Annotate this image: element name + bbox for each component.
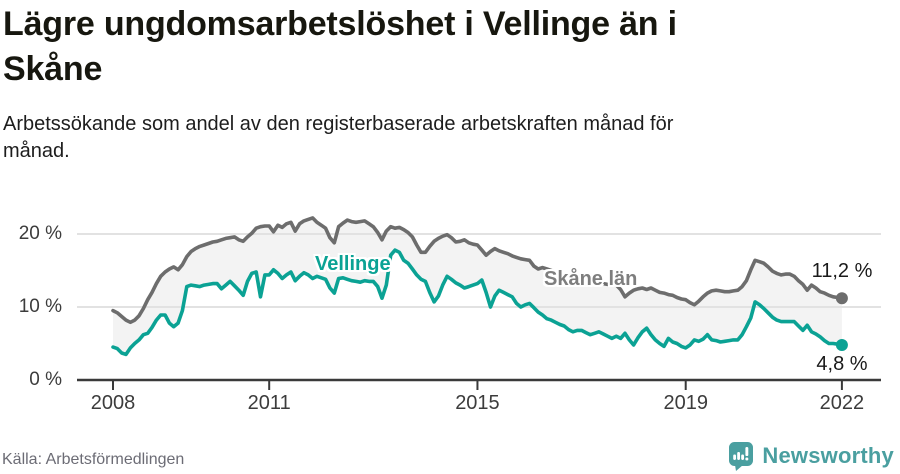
newsworthy-brand-text: Newsworthy bbox=[762, 443, 894, 468]
y-tick-label-20: 20 % bbox=[18, 223, 62, 244]
x-tick-label-2022: 2022 bbox=[819, 392, 865, 414]
vellinge-line bbox=[111, 248, 844, 357]
vellinge-end-dot bbox=[835, 338, 848, 351]
page-title: Lägre ungdomsarbetslöshet i Vellinge än … bbox=[3, 2, 863, 92]
subtitle-line-2: månad. bbox=[3, 140, 70, 162]
x-tick-label-2019: 2019 bbox=[663, 392, 708, 414]
x-tick-label-2011: 2011 bbox=[247, 392, 291, 414]
vellinge-end-value-label: 4,8 % bbox=[816, 353, 868, 375]
skane-end-value-label: 11,2 % bbox=[811, 260, 873, 282]
chart-subtitle: Arbetssökande som andel av den registerb… bbox=[3, 111, 863, 165]
series-gap-band bbox=[113, 217, 842, 355]
skane-series-label: Skåne län bbox=[544, 268, 638, 290]
source-credit: Källa: Arbetsförmedlingen bbox=[2, 451, 185, 468]
title-line-2: Skåne bbox=[3, 50, 103, 88]
title-line-1: Lägre ungdomsarbetslöshet i Vellinge än … bbox=[3, 5, 677, 43]
y-tick-label-0: 0 % bbox=[29, 369, 62, 390]
x-tick-label-2015: 2015 bbox=[455, 392, 500, 414]
subtitle-line-1: Arbetssökande som andel av den registerb… bbox=[3, 113, 674, 135]
skane-end-dot bbox=[835, 292, 848, 305]
x-tick-label-2008: 2008 bbox=[90, 392, 136, 414]
skane-line bbox=[111, 216, 844, 325]
vellinge-series-label: Vellinge bbox=[315, 253, 391, 275]
newsworthy-logo-icon bbox=[729, 442, 754, 471]
newsworthy-brand: Newsworthy bbox=[728, 441, 894, 471]
y-tick-label-10: 10 % bbox=[18, 296, 62, 317]
